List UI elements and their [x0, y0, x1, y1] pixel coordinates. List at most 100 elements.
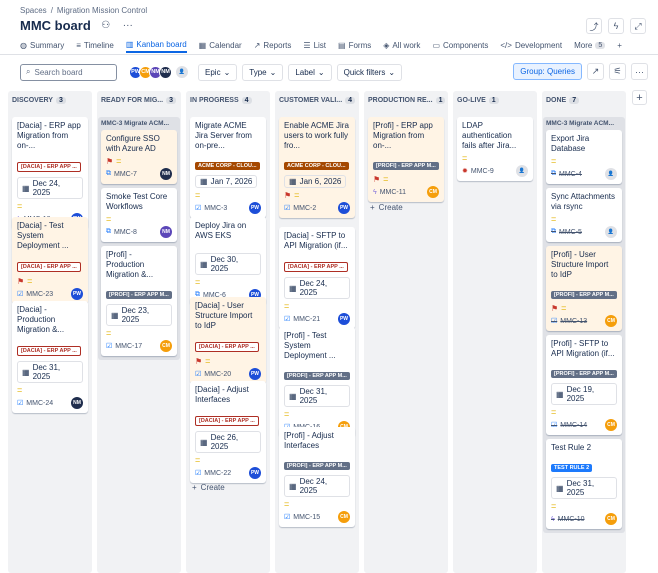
issue-card[interactable]: [Profi] - Production Migration &... [PROF… [101, 246, 177, 356]
unassigned-avatar[interactable]: 👤 [516, 165, 528, 177]
unassigned-avatar[interactable]: 👤 [605, 168, 617, 180]
add-tab-icon[interactable]: + [617, 40, 622, 50]
issue-key[interactable]: ☑ MMC-22 [195, 469, 231, 478]
tab-components[interactable]: ▭ Components [432, 37, 488, 53]
issue-card[interactable]: Export Jira Database = ⧉ MMC-4 👤 [546, 130, 622, 184]
issue-card[interactable]: [Profi] - User Structure Import to IdP [P… [546, 246, 622, 331]
assignee-avatar[interactable]: CM [605, 513, 617, 525]
issue-card[interactable]: Enable ACME Jira users to work fully fro… [279, 117, 355, 218]
due-date-chip[interactable]: ▦ Dec 24, 2025 [284, 277, 350, 299]
due-date-chip[interactable]: ▦ Dec 31, 2025 [284, 385, 350, 407]
tab-timeline[interactable]: ≡ Timeline [76, 37, 114, 53]
tab-summary[interactable]: ◍ Summary [20, 37, 64, 53]
unassigned-avatar[interactable]: 👤 [605, 226, 617, 238]
issue-key[interactable]: ϟ MMC-10 [551, 516, 585, 523]
avatar-filter[interactable]: NM [159, 65, 172, 79]
issue-key[interactable]: ✹ MMC-9 [462, 167, 494, 176]
unassigned-avatar[interactable]: 👤 [176, 66, 188, 78]
add-column-button[interactable]: + [632, 90, 647, 105]
issue-key[interactable]: ☑ MMC-17 [106, 342, 142, 351]
issue-key[interactable]: ϟ MMC-11 [373, 189, 406, 196]
tab-list[interactable]: ☰ List [303, 37, 326, 53]
create-issue-button[interactable]: + Create [370, 203, 403, 212]
assignee-avatar[interactable]: NM [71, 397, 83, 409]
due-date-chip[interactable]: ▦ Dec 30, 2025 [195, 253, 261, 275]
tab-all-work[interactable]: ◈ All work [383, 37, 420, 53]
issue-key[interactable]: ☑ MMC-3 [195, 204, 227, 213]
issue-key[interactable]: ☑ MMC-2 [284, 204, 316, 213]
issue-key[interactable]: ☑ MMC-14 [551, 421, 587, 430]
assignee-avatar[interactable]: CM [605, 419, 617, 431]
fullscreen-icon[interactable]: ⤢ [630, 18, 646, 34]
tab-more[interactable]: More 5 [574, 37, 606, 53]
issue-card[interactable]: [Dacia] - Test System Deployment ... [DAC… [12, 217, 88, 304]
issue-key[interactable]: ⧉ MMC-7 [106, 170, 137, 178]
breadcrumb-project[interactable]: Migration Mission Control [56, 6, 148, 15]
assignee-avatar[interactable]: NM [160, 168, 172, 180]
due-date-chip[interactable]: ▦ Dec 24, 2025 [17, 177, 83, 199]
assignee-avatar[interactable]: PW [338, 313, 350, 325]
due-date-chip[interactable]: ▦ Jan 6, 2026 [284, 175, 347, 188]
tab-reports[interactable]: ↗ Reports [254, 37, 292, 53]
issue-key[interactable]: ☑ MMC-20 [195, 370, 231, 379]
issue-card[interactable]: Migrate ACME Jira Server from on-pre... A… [190, 117, 266, 218]
issue-card[interactable]: Smoke Test Core Workflows = ⧉ MMC-8 NM [101, 188, 177, 242]
due-date-chip[interactable]: ▦ Dec 24, 2025 [284, 475, 350, 497]
issue-card[interactable]: [Profi] - SFTP to API Migration (if... [P… [546, 335, 622, 435]
issue-key[interactable]: ☑ MMC-13 [551, 317, 587, 326]
due-date-chip[interactable]: ▦ Dec 31, 2025 [17, 361, 83, 383]
issue-card[interactable]: LDAP authentication fails after Jira... =… [457, 117, 533, 181]
tab-calendar[interactable]: ▦ Calendar [199, 37, 242, 53]
issue-card[interactable]: [Dacia] - Adjust Interfaces [DACIA] - ERP… [190, 381, 266, 483]
assignee-avatar[interactable]: PW [71, 288, 83, 300]
issue-card[interactable]: [Profi] - Test System Deployment ... [PRO… [279, 327, 355, 437]
tab-development[interactable]: </> Development [500, 37, 562, 53]
tab-kanban-board[interactable]: ▥ Kanban board [125, 37, 187, 53]
assignee-avatar[interactable]: PW [338, 202, 350, 214]
issue-key[interactable]: ⧉ MMC-6 [195, 291, 226, 299]
due-date-chip[interactable]: ▦ Jan 7, 2026 [195, 175, 258, 188]
filter-epic-dropdown[interactable]: Epic ⌄ [198, 63, 238, 81]
assignee-avatar[interactable]: CM [338, 511, 350, 523]
search-input[interactable]: ⌕ Search board [20, 63, 117, 81]
due-date-chip[interactable]: ▦ Dec 31, 2025 [551, 477, 617, 499]
due-date-chip[interactable]: ▦ Dec 23, 2025 [106, 304, 172, 326]
issue-card[interactable]: Configure SSO with Azure AD ⚑ = ⧉ MMC-7 NM [101, 130, 177, 184]
share-icon[interactable]: ⤴ [586, 18, 602, 34]
due-date-chip[interactable]: ▦ Dec 19, 2025 [551, 383, 617, 405]
issue-key[interactable]: ⧉ MMC-5 [551, 228, 582, 236]
assignee-avatar[interactable]: PW [249, 202, 261, 214]
more-actions-icon[interactable]: ··· [122, 20, 133, 31]
issue-card[interactable]: Test Rule 2 TEST RULE 2 ▦ Dec 31, 2025 = ϟ MMC… [546, 439, 622, 529]
parent-issue-label[interactable]: MMC-3 Migrate ACM... [101, 120, 170, 127]
team-icon[interactable]: ⚇ [101, 20, 111, 31]
due-date-chip[interactable]: ▦ Dec 26, 2025 [195, 431, 261, 453]
issue-card[interactable]: Sync Attachments via rsync = ⧉ MMC-5 👤 [546, 188, 622, 242]
filter-label-dropdown[interactable]: Label ⌄ [288, 63, 332, 81]
issue-card[interactable]: [Dacia] - User Structure Import to IdP [D… [190, 297, 266, 384]
assignee-avatar[interactable]: NM [160, 226, 172, 238]
insights-icon[interactable]: ↗ [587, 63, 604, 80]
group-by-button[interactable]: Group: Queries [513, 63, 582, 80]
more-icon[interactable]: ··· [631, 63, 648, 80]
issue-card[interactable]: [Dacia] - SFTP to API Migration (if... [D… [279, 227, 355, 329]
view-settings-icon[interactable]: ⚟ [609, 63, 626, 80]
issue-card[interactable]: [Profi] - ERP app Migration from on-... [… [368, 117, 444, 202]
issue-key[interactable]: ⧉ MMC-4 [551, 170, 582, 178]
issue-card[interactable]: [Dacia] - Production Migration &... [DACI… [12, 301, 88, 413]
assignee-avatar[interactable]: CM [605, 315, 617, 327]
parent-issue-label[interactable]: MMC-3 Migrate ACM... [546, 120, 615, 127]
filter-type-dropdown[interactable]: Type ⌄ [242, 63, 284, 81]
assignee-avatar[interactable]: CM [160, 340, 172, 352]
issue-key[interactable]: ☑ MMC-15 [284, 513, 320, 522]
assignee-avatar[interactable]: CM [427, 186, 439, 198]
breadcrumb-spaces[interactable]: Spaces [20, 6, 47, 15]
issue-card[interactable]: [Profi] - Adjust Interfaces [PROFI] - ERP… [279, 427, 355, 527]
tab-forms[interactable]: ▤ Forms [338, 37, 371, 53]
assignee-avatar[interactable]: PW [249, 467, 261, 479]
assignee-avatar[interactable]: PW [249, 368, 261, 380]
issue-key[interactable]: ☑ MMC-24 [17, 399, 53, 408]
issue-card[interactable]: [Dacia] - ERP app Migration from on-... [… [12, 117, 88, 229]
issue-key[interactable]: ☑ MMC-23 [17, 290, 53, 299]
issue-key[interactable]: ⧉ MMC-8 [106, 228, 137, 236]
